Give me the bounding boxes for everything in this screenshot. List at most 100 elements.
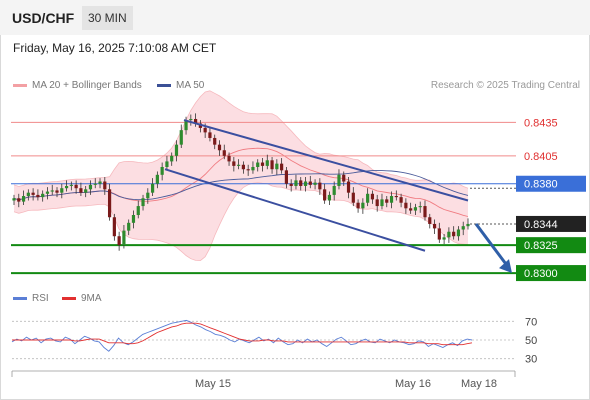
last-price-tag [516, 215, 586, 232]
level-label-0.8435: 0.8435 [524, 117, 558, 129]
channel-lower-line [164, 168, 426, 252]
candle-body [323, 189, 327, 201]
candle-body [55, 190, 59, 193]
legend-9ma: 9MA [62, 293, 102, 304]
candle-body [117, 236, 121, 246]
candle-body [327, 194, 332, 201]
legend-ma50: MA 50 [157, 80, 204, 91]
candle-body [389, 196, 394, 203]
candle-body [342, 174, 346, 182]
candle-body [122, 230, 126, 246]
candle-body [447, 231, 451, 238]
candle-body [74, 184, 78, 189]
candle-body [41, 193, 45, 198]
legend-9ma-label: 9MA [81, 293, 102, 304]
candle-body [346, 181, 351, 193]
timeframe-badge[interactable]: 30 MIN [82, 6, 133, 30]
candle-body [251, 166, 255, 171]
candle-body [399, 197, 403, 203]
candle-body [213, 137, 217, 145]
ma20-swatch-icon [13, 83, 27, 87]
level-tag-0.8380 [516, 175, 586, 192]
symbol-title: USD/CHF [12, 10, 75, 26]
candle-body [174, 144, 179, 156]
candle-body [131, 215, 136, 223]
candle-body [313, 182, 317, 185]
candle-body [179, 130, 183, 145]
candle-body [227, 155, 231, 162]
candle-body [17, 198, 21, 202]
ma50-swatch-icon [157, 83, 171, 87]
chart-datetime: Friday, May 16, 2025 7:10:08 AM CET [13, 41, 217, 55]
legend-ma20: MA 20 + Bollinger Bands [13, 80, 142, 91]
candle-body [21, 196, 26, 202]
candle-body [107, 189, 112, 218]
candle-body [452, 231, 456, 237]
level-label-0.8300: 0.8300 [524, 268, 558, 280]
candle-body [361, 202, 365, 209]
candle-body [461, 226, 465, 230]
candle-body [165, 161, 169, 167]
candle-body [442, 237, 446, 240]
candle-body [155, 174, 159, 184]
candle-body [404, 202, 408, 209]
level-label-0.8380: 0.8380 [524, 179, 558, 191]
level-tag-0.8300 [516, 265, 586, 282]
candle-body [280, 163, 284, 171]
candle-body [260, 162, 265, 166]
rsi-ma-line [12, 322, 473, 346]
candle-body [366, 193, 370, 203]
candle-body [437, 228, 441, 240]
candle-body [150, 183, 155, 193]
candle-body [222, 150, 226, 156]
forecast-arrow-line [474, 223, 508, 266]
bollinger-upper-line [13, 90, 469, 189]
channel-upper-line [183, 119, 469, 202]
candle-body [289, 183, 293, 186]
candle-body [270, 160, 274, 170]
research-credit: Research © 2025 Trading Central [430, 80, 580, 91]
candle-body [170, 155, 174, 162]
candle-body [36, 194, 40, 198]
candle-body [136, 206, 140, 216]
candle-body [194, 118, 198, 124]
candle-body [428, 217, 432, 224]
candle-body [466, 223, 470, 227]
candle-body [141, 198, 145, 207]
candle-body [351, 192, 355, 203]
rsi-line [11, 319, 473, 352]
candle-body [299, 180, 303, 186]
candle-body [308, 181, 312, 185]
candle-body [93, 183, 97, 185]
candle-body [60, 188, 64, 193]
candle-body [232, 161, 236, 166]
candle-body [432, 223, 437, 229]
candle-body [318, 182, 322, 190]
candle-body [127, 222, 131, 231]
candle-body [50, 190, 54, 192]
candle-body [26, 192, 30, 197]
candle-body [184, 120, 188, 131]
candle-body [385, 199, 389, 203]
candle-body [275, 163, 279, 170]
bollinger-band-fill [14, 90, 468, 261]
legend-ma20-label: MA 20 + Bollinger Bands [32, 80, 142, 91]
candle-body [413, 207, 418, 211]
candle-body [423, 206, 427, 218]
candle-body [88, 184, 93, 190]
candle-body [294, 180, 298, 186]
level-label-0.8405: 0.8405 [524, 151, 558, 163]
last-price-label: 0.8344 [524, 219, 558, 231]
candle-body [189, 118, 193, 121]
candle-body [246, 169, 250, 171]
level-label-0.8325: 0.8325 [524, 240, 558, 252]
rsi-tick-label-30: 30 [525, 354, 537, 366]
level-tag-0.8325 [516, 237, 586, 254]
candle-body [418, 206, 422, 208]
candle-body [237, 164, 241, 166]
candle-body [79, 188, 83, 193]
rsi-swatch-icon [13, 296, 27, 300]
9ma-swatch-icon [62, 296, 76, 300]
candle-body [370, 193, 375, 200]
